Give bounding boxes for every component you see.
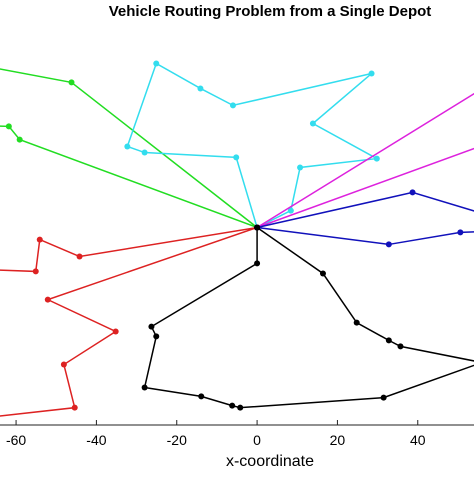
route-point — [385, 241, 392, 248]
route-point — [237, 404, 244, 411]
chart-title: Vehicle Routing Problem from a Single De… — [109, 3, 432, 20]
route-point — [112, 328, 119, 335]
route-point — [297, 164, 304, 171]
route-point — [16, 136, 23, 143]
route-point — [60, 361, 67, 368]
route-point — [368, 70, 375, 77]
x-tick-label: 20 — [330, 432, 346, 448]
route-point — [254, 260, 261, 267]
route-point — [457, 229, 464, 236]
route-point — [373, 155, 380, 162]
route-point — [32, 268, 39, 275]
x-tick-label: -40 — [86, 432, 106, 448]
route-point — [233, 154, 240, 161]
route-point — [197, 85, 204, 92]
route-point — [319, 270, 326, 277]
route-point — [397, 343, 404, 350]
route-point — [141, 384, 148, 391]
route-line — [0, 226, 258, 417]
route-point — [380, 394, 387, 401]
route-point — [44, 296, 51, 303]
x-axis-label: x-coordinate — [226, 453, 314, 470]
x-tick-label: 40 — [410, 432, 426, 448]
route-point — [124, 143, 131, 150]
route-point — [198, 393, 205, 400]
route-point — [76, 253, 83, 260]
x-tick-label: -20 — [167, 432, 187, 448]
route-point — [409, 189, 416, 196]
route-point — [68, 79, 75, 86]
route-point — [153, 333, 160, 340]
route-point — [254, 224, 261, 231]
route-point — [148, 323, 155, 330]
route-point — [71, 404, 78, 411]
route-point — [36, 236, 43, 243]
route-point — [229, 402, 236, 409]
route-point — [385, 337, 392, 344]
x-tick-label: -60 — [6, 432, 26, 448]
route-point — [229, 102, 236, 109]
route-point — [141, 149, 148, 156]
route-point — [153, 60, 160, 67]
route-point — [5, 123, 12, 130]
x-tick-label: 0 — [253, 432, 261, 448]
route-point — [353, 319, 360, 326]
route-point — [309, 120, 316, 127]
plot-area — [0, 60, 474, 417]
route-line — [256, 92, 474, 229]
route-point — [287, 207, 294, 214]
